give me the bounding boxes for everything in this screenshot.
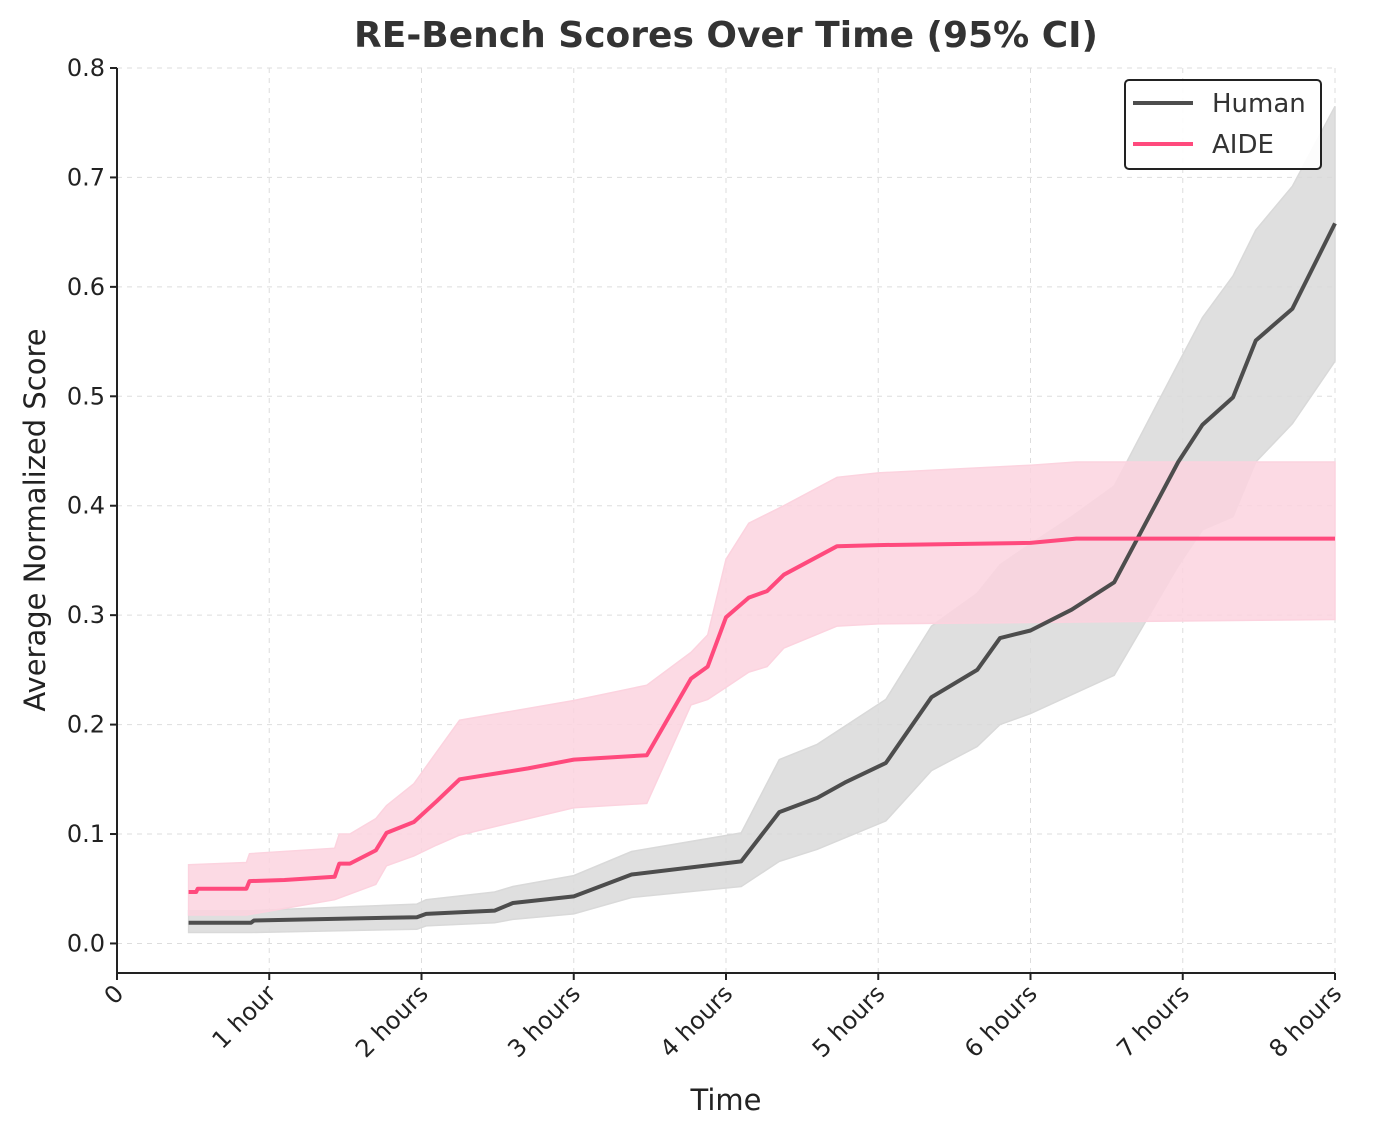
series-line-human [188,222,1337,925]
x-tick-label: 6 hours [959,979,1043,1063]
y-tick-label: 0.3 [67,601,105,629]
x-tick-label: 5 hours [807,979,891,1063]
x-tick-label: 4 hours [655,979,739,1063]
y-tick-label: 0.8 [67,54,105,82]
x-tick-label: 3 hours [502,979,586,1063]
ci-band-aide [187,461,1336,916]
y-tick-label: 0.6 [67,273,105,301]
x-tick-label: 8 hours [1264,979,1348,1063]
y-tick-label: 0.1 [67,820,105,848]
legend-label-aide: AIDE [1212,130,1274,160]
confidence-bands [187,105,1336,934]
x-tick-label: 0 [99,979,130,1010]
series-line-aide [188,536,1335,894]
y-tick-label: 0.5 [67,382,105,410]
x-tick-label: 2 hours [350,979,434,1063]
y-ticks: 0.0 0.1 0.2 0.3 0.4 0.5 0.6 0.7 0.8 [67,54,117,957]
x-ticks: 0 1 hour 2 hours 3 hours 4 hours 5 hours 6 hou… [99,973,1348,1063]
legend: Human AIDE [1124,79,1322,170]
x-tick-label: 7 hours [1111,979,1195,1063]
series-lines [188,222,1337,925]
y-tick-label: 0.4 [67,492,105,520]
y-axis-label: Average Normalized Score [18,328,52,711]
y-tick-label: 0.7 [67,163,105,191]
y-tick-label: 0.2 [67,711,105,739]
x-tick-label: 1 hour [207,979,282,1054]
x-axis-label: Time [690,1083,762,1117]
legend-label-human: Human [1212,89,1306,119]
chart-title: RE-Bench Scores Over Time (95% CI) [354,15,1098,56]
y-tick-label: 0.0 [67,929,105,957]
